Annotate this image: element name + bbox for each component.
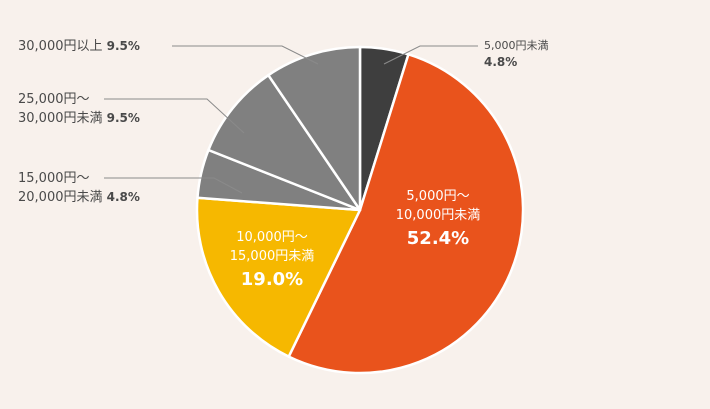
slice-label-line1: 5,000円〜: [406, 189, 470, 204]
slice-label-15000-20000: 15,000円〜 20,000円未満 4.8%: [18, 170, 140, 207]
leader-line: [172, 45, 319, 65]
pie-slice: [287, 53, 525, 375]
slice-label-25000-30000: 25,000円〜 30,000円未満 9.5%: [18, 91, 140, 128]
slice-label-over-30000: 30,000円以上 9.5%: [18, 37, 140, 56]
pie-slice: [267, 45, 362, 212]
slice-label-text: 30,000円以上: [18, 39, 103, 54]
pie-slice: [207, 73, 362, 212]
leader-line: [104, 177, 243, 194]
pie-slice: [195, 196, 362, 358]
leader-line: [383, 45, 478, 65]
pie-slices: [195, 45, 525, 375]
leader-line: [104, 98, 245, 134]
slice-label-line2: 30,000円未満: [18, 111, 103, 126]
slice-label-line1: 10,000円〜: [236, 230, 308, 245]
slice-label-5000-10000: 5,000円〜 10,000円未満 52.4%: [388, 187, 488, 253]
slice-label-line2: 20,000円未満: [18, 190, 103, 205]
slice-label-10000-15000: 10,000円〜 15,000円未満 19.0%: [222, 228, 322, 294]
slice-label-value: 9.5%: [106, 111, 140, 125]
slice-label-value: 4.8%: [484, 55, 518, 69]
slice-label-line2: 15,000円未満: [229, 249, 315, 264]
slice-label-under-5000: 5,000円未満 4.8%: [484, 37, 549, 71]
slice-label-value: 4.8%: [106, 190, 140, 204]
slice-label-line1: 15,000円〜: [18, 171, 90, 186]
leader-lines: [104, 45, 478, 194]
slice-label-value: 9.5%: [106, 39, 140, 53]
slice-label-line1: 25,000円〜: [18, 92, 90, 107]
slice-label-value: 52.4%: [406, 228, 470, 249]
slice-label-line2: 10,000円未満: [395, 208, 481, 223]
slice-label-value: 19.0%: [240, 269, 304, 290]
slice-label-text: 5,000円未満: [484, 39, 549, 52]
